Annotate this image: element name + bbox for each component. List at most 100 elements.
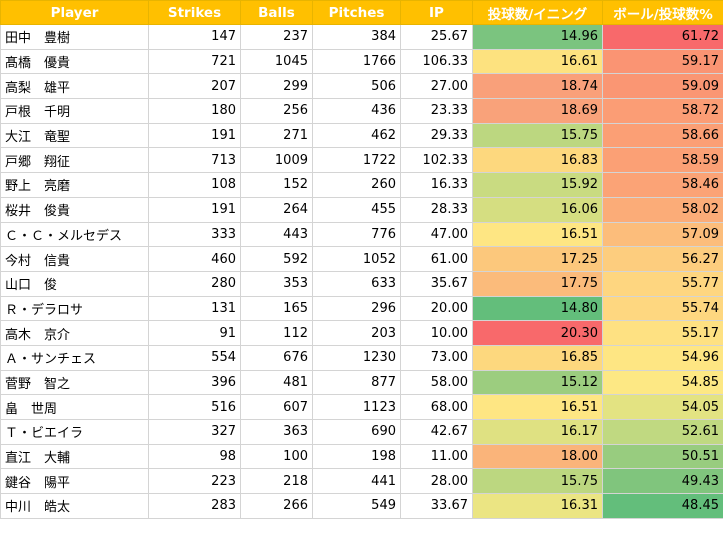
cell-balls[interactable]: 676 — [240, 344, 313, 371]
cell-pitches-per-inning[interactable]: 20.30 — [472, 320, 603, 346]
cell-balls[interactable]: 592 — [240, 246, 313, 272]
cell-strikes[interactable]: 180 — [148, 98, 241, 124]
cell-pitches[interactable]: 506 — [312, 73, 401, 100]
cell-player[interactable]: 山口 俊 — [0, 270, 149, 297]
cell-ball-percentage[interactable]: 58.72 — [602, 98, 723, 124]
cell-strikes[interactable]: 554 — [148, 344, 241, 371]
cell-ball-percentage[interactable]: 54.05 — [602, 394, 723, 420]
cell-pitches-per-inning[interactable]: 16.51 — [472, 221, 603, 248]
cell-player[interactable]: Ｔ・ビエイラ — [0, 419, 149, 445]
cell-player[interactable]: Ｒ・デラロサ — [0, 295, 149, 322]
cell-pitches[interactable]: 260 — [312, 172, 401, 198]
cell-ball-percentage[interactable]: 59.17 — [602, 48, 723, 75]
cell-ball-percentage[interactable]: 58.02 — [602, 196, 723, 223]
header-balls[interactable]: Balls — [240, 0, 313, 25]
cell-ball-percentage[interactable]: 57.09 — [602, 221, 723, 248]
cell-strikes[interactable]: 207 — [148, 73, 241, 100]
cell-balls[interactable]: 266 — [240, 493, 313, 519]
cell-balls[interactable]: 100 — [240, 443, 313, 470]
cell-ip[interactable]: 68.00 — [400, 394, 473, 420]
cell-ip[interactable]: 28.33 — [400, 196, 473, 223]
cell-ball-percentage[interactable]: 55.77 — [602, 270, 723, 297]
cell-ip[interactable]: 73.00 — [400, 344, 473, 371]
cell-pitches-per-inning[interactable]: 17.25 — [472, 246, 603, 272]
cell-strikes[interactable]: 721 — [148, 48, 241, 75]
cell-pitches[interactable]: 441 — [312, 468, 401, 495]
cell-pitches-per-inning[interactable]: 16.85 — [472, 344, 603, 371]
cell-pitches[interactable]: 877 — [312, 369, 401, 396]
cell-pitches-per-inning[interactable]: 16.83 — [472, 147, 603, 174]
cell-ball-percentage[interactable]: 59.09 — [602, 73, 723, 100]
cell-balls[interactable]: 152 — [240, 172, 313, 198]
cell-ip[interactable]: 25.67 — [400, 24, 473, 50]
cell-strikes[interactable]: 280 — [148, 270, 241, 297]
cell-pitches-per-inning[interactable]: 18.74 — [472, 73, 603, 100]
cell-pitches-per-inning[interactable]: 18.00 — [472, 443, 603, 470]
cell-pitches-per-inning[interactable]: 16.51 — [472, 394, 603, 420]
cell-strikes[interactable]: 283 — [148, 493, 241, 519]
cell-ball-percentage[interactable]: 58.59 — [602, 147, 723, 174]
cell-ip[interactable]: 106.33 — [400, 48, 473, 75]
cell-player[interactable]: 髙橋 優貴 — [0, 48, 149, 75]
cell-balls[interactable]: 443 — [240, 221, 313, 248]
cell-strikes[interactable]: 396 — [148, 369, 241, 396]
cell-strikes[interactable]: 713 — [148, 147, 241, 174]
cell-balls[interactable]: 112 — [240, 320, 313, 346]
cell-ball-percentage[interactable]: 58.46 — [602, 172, 723, 198]
cell-ip[interactable]: 33.67 — [400, 493, 473, 519]
cell-player[interactable]: 中川 皓太 — [0, 493, 149, 519]
cell-pitches[interactable]: 549 — [312, 493, 401, 519]
cell-balls[interactable]: 1045 — [240, 48, 313, 75]
cell-balls[interactable]: 1009 — [240, 147, 313, 174]
cell-player[interactable]: 田中 豊樹 — [0, 24, 149, 50]
cell-balls[interactable]: 607 — [240, 394, 313, 420]
cell-pitches[interactable]: 1123 — [312, 394, 401, 420]
cell-pitches-per-inning[interactable]: 15.12 — [472, 369, 603, 396]
cell-pitches-per-inning[interactable]: 15.75 — [472, 468, 603, 495]
cell-ball-percentage[interactable]: 58.66 — [602, 122, 723, 149]
cell-player[interactable]: 今村 信貴 — [0, 246, 149, 272]
header-ball-percentage[interactable]: ボール/投球数% — [602, 0, 723, 25]
cell-balls[interactable]: 264 — [240, 196, 313, 223]
cell-player[interactable]: 高梨 雄平 — [0, 73, 149, 100]
cell-player[interactable]: 菅野 智之 — [0, 369, 149, 396]
cell-balls[interactable]: 481 — [240, 369, 313, 396]
cell-ip[interactable]: 28.00 — [400, 468, 473, 495]
cell-balls[interactable]: 165 — [240, 295, 313, 322]
cell-pitches[interactable]: 455 — [312, 196, 401, 223]
cell-pitches[interactable]: 1766 — [312, 48, 401, 75]
cell-pitches-per-inning[interactable]: 16.31 — [472, 493, 603, 519]
cell-ball-percentage[interactable]: 55.74 — [602, 295, 723, 322]
cell-player[interactable]: 直江 大輔 — [0, 443, 149, 470]
cell-ball-percentage[interactable]: 54.85 — [602, 369, 723, 396]
cell-player[interactable]: 桜井 俊貴 — [0, 196, 149, 223]
cell-strikes[interactable]: 516 — [148, 394, 241, 420]
cell-strikes[interactable]: 460 — [148, 246, 241, 272]
cell-ip[interactable]: 58.00 — [400, 369, 473, 396]
cell-balls[interactable]: 256 — [240, 98, 313, 124]
header-strikes[interactable]: Strikes — [148, 0, 241, 25]
cell-ip[interactable]: 47.00 — [400, 221, 473, 248]
cell-ball-percentage[interactable]: 49.43 — [602, 468, 723, 495]
cell-strikes[interactable]: 223 — [148, 468, 241, 495]
cell-balls[interactable]: 353 — [240, 270, 313, 297]
cell-balls[interactable]: 271 — [240, 122, 313, 149]
cell-player[interactable]: 畠 世周 — [0, 394, 149, 420]
cell-strikes[interactable]: 98 — [148, 443, 241, 470]
cell-strikes[interactable]: 333 — [148, 221, 241, 248]
cell-pitches-per-inning[interactable]: 16.06 — [472, 196, 603, 223]
cell-ip[interactable]: 27.00 — [400, 73, 473, 100]
cell-player[interactable]: Ｃ・Ｃ・メルセデス — [0, 221, 149, 248]
cell-pitches-per-inning[interactable]: 17.75 — [472, 270, 603, 297]
cell-ball-percentage[interactable]: 55.17 — [602, 320, 723, 346]
cell-player[interactable]: Ａ・サンチェス — [0, 344, 149, 371]
cell-ball-percentage[interactable]: 48.45 — [602, 493, 723, 519]
cell-balls[interactable]: 218 — [240, 468, 313, 495]
cell-balls[interactable]: 363 — [240, 419, 313, 445]
cell-ip[interactable]: 16.33 — [400, 172, 473, 198]
cell-pitches[interactable]: 198 — [312, 443, 401, 470]
cell-strikes[interactable]: 191 — [148, 122, 241, 149]
cell-player[interactable]: 戸郷 翔征 — [0, 147, 149, 174]
header-player[interactable]: Player — [0, 0, 149, 25]
cell-pitches-per-inning[interactable]: 16.17 — [472, 419, 603, 445]
